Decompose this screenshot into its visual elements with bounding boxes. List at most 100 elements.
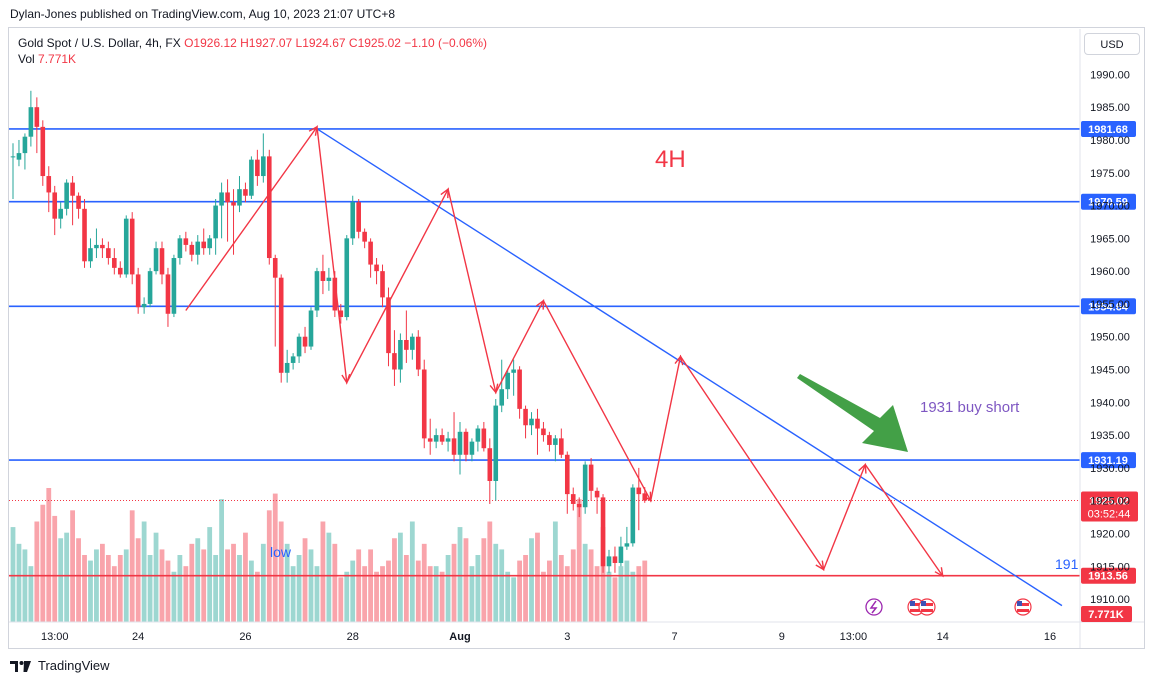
- volume-bar: [475, 555, 481, 622]
- volume-bar: [272, 493, 278, 622]
- candle: [600, 494, 606, 573]
- candle-body: [332, 277, 338, 311]
- candle: [165, 267, 171, 327]
- candle-body: [207, 238, 212, 249]
- volume-bar: [100, 543, 105, 622]
- candle-body: [100, 244, 105, 249]
- brand-name[interactable]: TradingView: [38, 658, 110, 673]
- volume-bar: [296, 555, 302, 622]
- candle-body: [58, 208, 63, 219]
- candle-body: [237, 189, 242, 206]
- candle-body: [469, 441, 475, 455]
- candle: [344, 235, 350, 321]
- volume-bar: [123, 549, 129, 622]
- y-tick-label: 1980.00: [1090, 135, 1130, 147]
- candle-body: [171, 258, 177, 314]
- countdown-label: 03:52:44: [1088, 509, 1131, 521]
- volume-bar: [326, 532, 332, 622]
- y-tick-label: 1985.00: [1090, 102, 1130, 114]
- volume-bar: [606, 571, 612, 622]
- candle: [296, 333, 302, 363]
- candle-body: [165, 274, 171, 314]
- flash-event-icon[interactable]: [865, 598, 883, 616]
- y-tick-label: 1925.00: [1090, 496, 1130, 508]
- candle: [64, 179, 69, 216]
- candle: [362, 228, 367, 249]
- volume-bar: [88, 560, 93, 622]
- candle: [141, 297, 147, 314]
- candle: [493, 399, 499, 501]
- volume-bar: [207, 527, 213, 622]
- candle: [505, 369, 510, 400]
- resistance-trendline[interactable]: [316, 128, 1063, 607]
- candle: [28, 90, 34, 147]
- candle-body: [326, 277, 332, 281]
- candle-body: [547, 435, 552, 445]
- candle-body: [22, 136, 28, 154]
- candle: [52, 185, 58, 236]
- candle: [606, 549, 612, 573]
- volume-bar: [517, 560, 522, 622]
- candle: [630, 484, 636, 547]
- candle: [46, 166, 52, 213]
- flash-circle: [865, 598, 883, 616]
- chart-frame: [8, 27, 1145, 649]
- price-level-label: 1931.19: [1088, 455, 1128, 467]
- candle-body: [112, 258, 117, 268]
- volume-bar: [278, 521, 284, 622]
- volume-bar: [344, 571, 350, 622]
- volume-bar: [499, 549, 505, 622]
- candle-body: [141, 303, 147, 308]
- volume-bar: [445, 555, 451, 622]
- candle-body: [225, 192, 230, 203]
- volume-bar: [362, 566, 368, 622]
- candle: [10, 143, 16, 199]
- candle-body: [272, 258, 278, 278]
- candle-body: [368, 241, 373, 265]
- candle-body: [314, 271, 320, 311]
- flag-canton: [921, 601, 926, 606]
- us-flag-event-icon[interactable]: [918, 598, 936, 616]
- candle: [207, 235, 212, 255]
- candle-body: [28, 107, 34, 137]
- candle-body: [213, 205, 218, 239]
- candle-body: [350, 202, 356, 239]
- volume-tag-label: 7.771K: [1088, 609, 1124, 621]
- zigzag-arrowhead-icon: [643, 491, 652, 503]
- flag-stripe: [910, 603, 922, 606]
- candle: [415, 330, 421, 377]
- x-tick-label: Aug: [449, 631, 470, 643]
- candle: [117, 261, 123, 278]
- volume-bar: [28, 566, 34, 622]
- volume-bar: [40, 504, 46, 622]
- volume-bar: [213, 555, 219, 622]
- candle-body: [290, 356, 296, 363]
- volume-bar: [630, 571, 636, 622]
- candle-body: [177, 238, 183, 259]
- volume-bar: [600, 527, 606, 622]
- zigzag-arrowhead-icon: [535, 299, 545, 310]
- volume-bar: [94, 549, 99, 622]
- y-tick-label: 1970.00: [1090, 201, 1130, 213]
- volume-bar: [22, 549, 28, 622]
- volume-bar: [558, 555, 564, 622]
- volume-bar: [165, 560, 171, 622]
- candle-body: [231, 202, 236, 206]
- candle-body: [445, 438, 451, 442]
- flag-stripe: [1017, 609, 1029, 612]
- candle: [129, 212, 135, 285]
- us-flag-event-icon[interactable]: [1014, 598, 1032, 616]
- candle: [541, 421, 546, 442]
- currency-button[interactable]: USD: [1084, 33, 1140, 55]
- symbol-title[interactable]: Gold Spot / U.S. Dollar, 4h, FX: [18, 36, 181, 50]
- candle-body: [570, 494, 576, 504]
- volume-bar: [201, 549, 207, 622]
- tradingview-logo-icon: [10, 660, 31, 672]
- candle-body: [618, 546, 624, 563]
- volume-bar: [439, 571, 445, 622]
- volume-bar: [111, 566, 117, 622]
- timeframe-label: 4H: [655, 146, 686, 173]
- volume-value: 7.771K: [38, 52, 77, 66]
- flash-bolt: [869, 600, 878, 614]
